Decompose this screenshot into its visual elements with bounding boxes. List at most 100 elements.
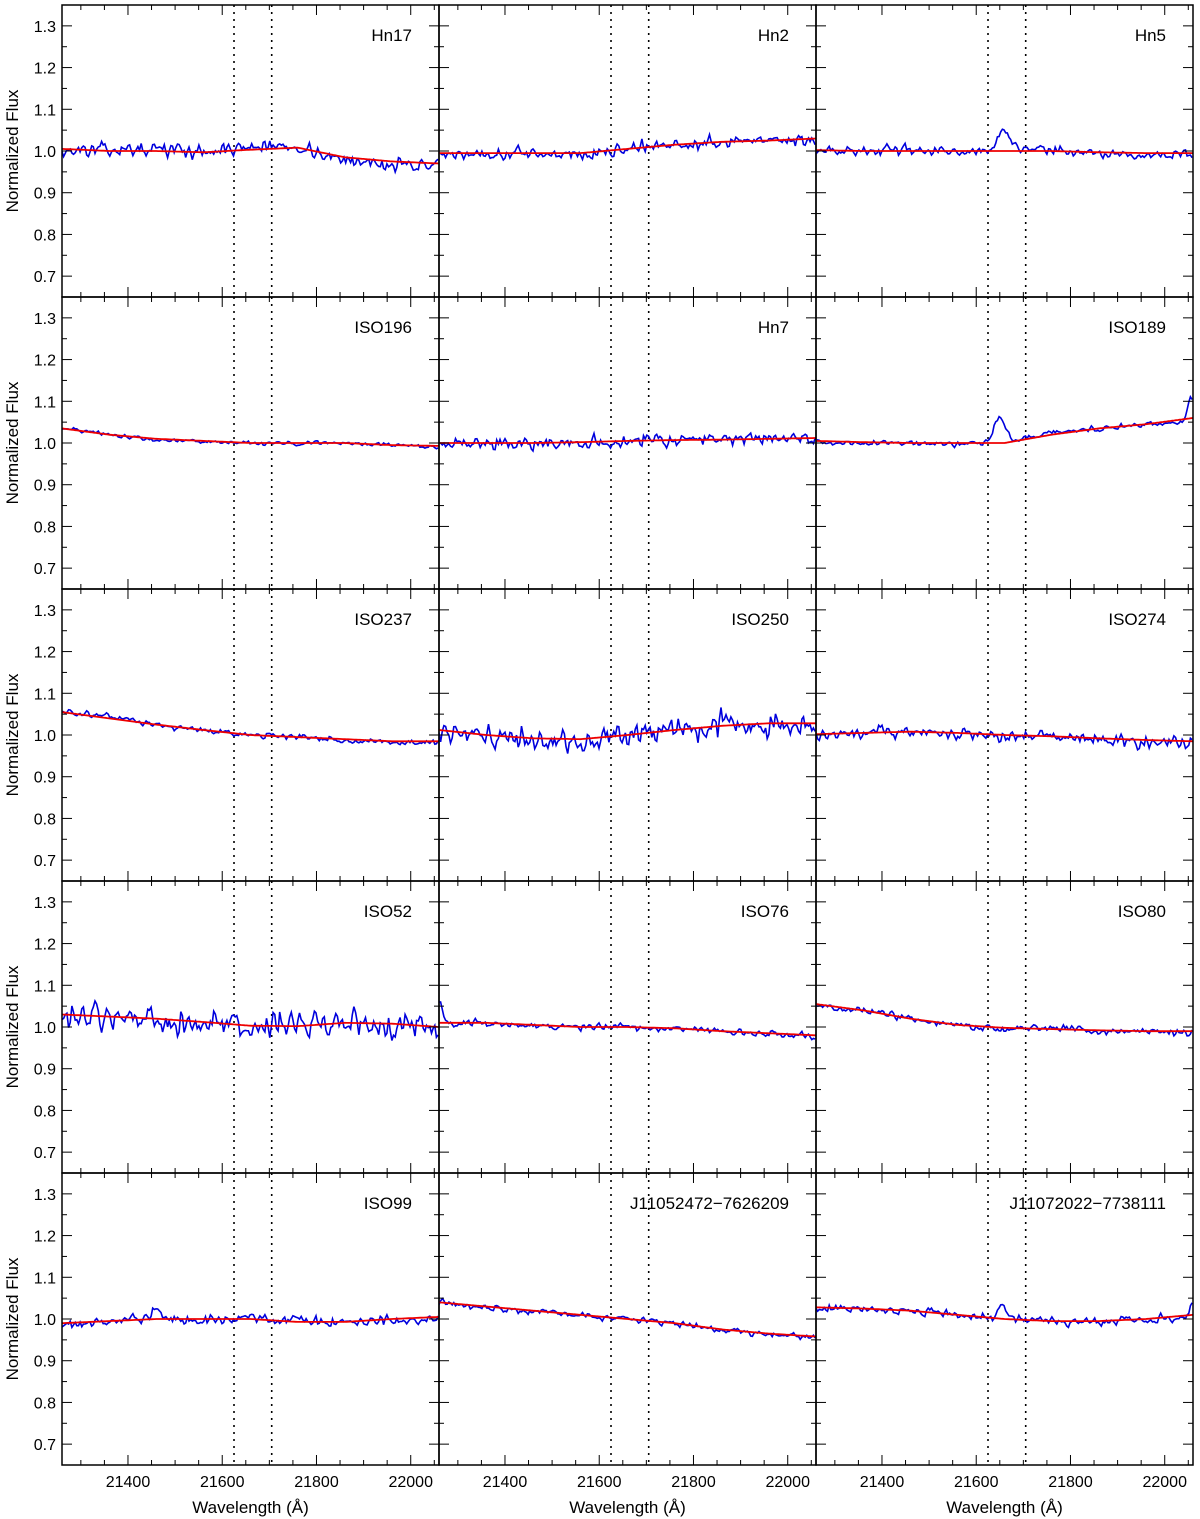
y-tick-label: 0.7	[34, 561, 56, 578]
y-tick-label: 0.7	[34, 1145, 56, 1162]
y-axis-title: Normalized Flux	[3, 89, 22, 212]
panel-label: Hn7	[758, 318, 789, 337]
panel-iso76: ISO76	[438, 880, 817, 1174]
panel-label: ISO250	[731, 610, 789, 629]
panel-label: ISO80	[1118, 902, 1166, 921]
y-axis-title: Normalized Flux	[3, 965, 22, 1088]
y-axis-title: Normalized Flux	[3, 673, 22, 796]
y-tick-label: 0.8	[34, 811, 56, 828]
x-axis-title: Wavelength (Å)	[946, 1498, 1063, 1517]
model-fit-iso196	[62, 427, 439, 447]
observed-spectrum-iso99	[62, 1306, 439, 1330]
y-tick-label: 1.1	[34, 102, 56, 119]
observed-spectrum-j11072022-7738111	[816, 1302, 1193, 1329]
panel-label: Hn5	[1135, 26, 1166, 45]
model-fit-iso237	[62, 711, 439, 743]
x-tick-label: 21600	[577, 1474, 622, 1491]
y-tick-label: 1.2	[34, 937, 56, 954]
y-tick-label: 1.3	[34, 603, 56, 620]
observed-spectrum-iso189	[816, 394, 1193, 449]
y-axis-title: Normalized Flux	[3, 381, 22, 504]
x-tick-label: 21600	[954, 1474, 999, 1491]
y-tick-label: 1.2	[34, 353, 56, 370]
panel-hn5: Hn5	[815, 4, 1194, 298]
panel-hn7: Hn7	[438, 296, 817, 590]
y-axis-title: Normalized Flux	[3, 1257, 22, 1380]
x-axis-title: Wavelength (Å)	[192, 1498, 309, 1517]
model-fit-iso80	[816, 1003, 1193, 1033]
observed-spectrum-hn17	[62, 139, 439, 175]
observed-spectrum-hn7	[439, 430, 816, 453]
panel-label: ISO196	[354, 318, 412, 337]
model-fit-iso189	[816, 417, 1193, 444]
x-tick-label: 21800	[1048, 1474, 1093, 1491]
y-tick-label: 1.2	[34, 645, 56, 662]
model-fit-hn2	[439, 137, 816, 155]
y-tick-label: 0.7	[34, 269, 56, 286]
panel-iso189: ISO189	[815, 296, 1194, 590]
model-fit-hn5	[816, 149, 1193, 155]
panel-j11072022-7738111: 21400 21600 21800 22000 J11072022−7738111	[815, 1172, 1194, 1491]
observed-spectrum-hn5	[816, 128, 1193, 161]
panel-label: ISO76	[741, 902, 789, 921]
panel-label: Hn2	[758, 26, 789, 45]
x-tick-label: 21400	[106, 1474, 151, 1491]
y-tick-label: 1.0	[34, 1312, 56, 1329]
x-tick-label: 22000	[388, 1474, 433, 1491]
x-tick-label: 21800	[294, 1474, 339, 1491]
panel-iso80: ISO80	[815, 880, 1194, 1174]
panel-iso52: 0.7 0.8 0.9 1.0 1.1 1.2 1.3 ISO52	[34, 880, 440, 1174]
observed-spectrum-j11052472-7626209	[439, 1297, 816, 1341]
x-tick-label: 21400	[860, 1474, 905, 1491]
y-tick-label: 0.9	[34, 770, 56, 787]
y-tick-label: 0.7	[34, 1437, 56, 1454]
y-tick-label: 1.0	[34, 436, 56, 453]
x-tick-label: 22000	[765, 1474, 810, 1491]
model-fit-iso52	[62, 1013, 439, 1028]
observed-spectrum-hn2	[439, 131, 816, 162]
model-fit-iso250	[439, 722, 816, 741]
y-tick-label: 1.0	[34, 728, 56, 745]
y-tick-label: 1.1	[34, 978, 56, 995]
x-tick-label: 21800	[671, 1474, 716, 1491]
y-tick-label: 0.8	[34, 1103, 56, 1120]
model-fit-j11072022-7738111	[816, 1306, 1193, 1322]
model-fit-j11052472-7626209	[439, 1301, 816, 1338]
y-tick-label: 0.7	[34, 853, 56, 870]
y-tick-label: 1.1	[34, 394, 56, 411]
y-tick-label: 1.2	[34, 61, 56, 78]
y-tick-label: 0.8	[34, 519, 56, 536]
panel-iso237: 0.7 0.8 0.9 1.0 1.1 1.2 1.3 ISO237	[34, 588, 440, 882]
y-tick-label: 0.9	[34, 186, 56, 203]
panel-hn17: 0.7 0.8 0.9 1.0 1.1 1.2 1.3 Hn17	[34, 4, 440, 298]
y-tick-label: 0.9	[34, 1354, 56, 1371]
observed-spectrum-iso80	[816, 1004, 1193, 1038]
y-tick-label: 1.1	[34, 1270, 56, 1287]
panel-label: ISO99	[364, 1194, 412, 1213]
panel-iso250: ISO250	[438, 588, 817, 882]
y-tick-label: 1.2	[34, 1229, 56, 1246]
y-tick-label: 1.0	[34, 144, 56, 161]
panel-frame	[61, 880, 440, 1174]
panel-iso196: 0.7 0.8 0.9 1.0 1.1 1.2 1.3 ISO196	[34, 296, 440, 590]
y-tick-label: 0.8	[34, 227, 56, 244]
x-tick-label: 22000	[1142, 1474, 1187, 1491]
panel-label: ISO189	[1108, 318, 1166, 337]
y-tick-label: 1.3	[34, 311, 56, 328]
model-fit-hn17	[62, 146, 439, 165]
x-tick-label: 21400	[483, 1474, 528, 1491]
panel-label: ISO237	[354, 610, 412, 629]
panel-label: ISO52	[364, 902, 412, 921]
panel-hn2: Hn2	[438, 4, 817, 298]
x-tick-label: 21600	[200, 1474, 245, 1491]
model-fit-iso274	[816, 730, 1193, 743]
y-tick-label: 1.1	[34, 686, 56, 703]
x-axis-title: Wavelength (Å)	[569, 1498, 686, 1517]
observed-spectrum-iso76	[439, 1001, 816, 1041]
y-tick-label: 0.8	[34, 1395, 56, 1412]
y-tick-label: 1.3	[34, 19, 56, 36]
y-tick-label: 1.0	[34, 1020, 56, 1037]
model-fit-iso76	[439, 1021, 816, 1037]
panel-j11052472-7626209: 21400 21600 21800 22000 J11052472−7626209	[438, 1172, 817, 1491]
